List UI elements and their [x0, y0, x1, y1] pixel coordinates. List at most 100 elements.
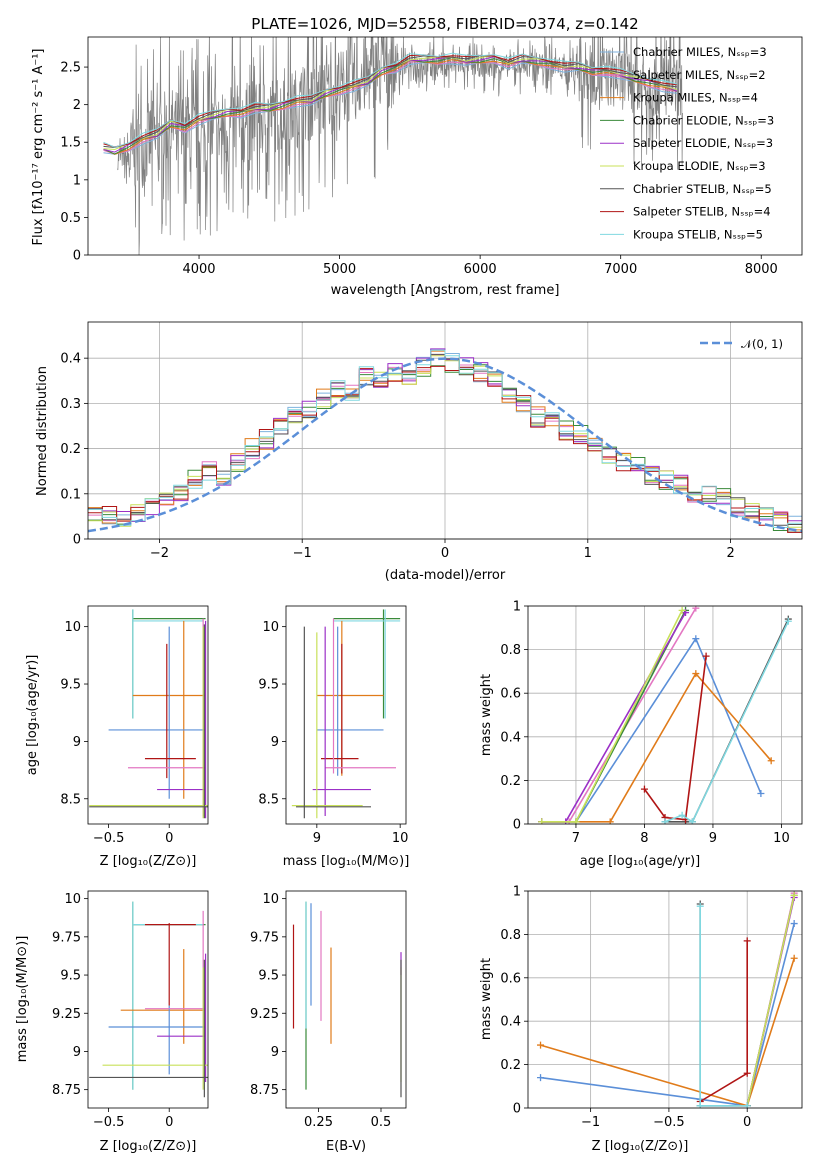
- weight-point-marker: [702, 652, 710, 660]
- legend-entry: Salpeter MILES, Nₛₛₚ=2: [633, 68, 766, 82]
- legend-entry: Salpeter ELODIE, Nₛₛₚ=3: [633, 136, 773, 150]
- z-weight-panel: −1 −0.5 0 0 0.2 0.4 0.6 0.8 1: [500, 885, 803, 1130]
- legend-entry: Chabrier ELODIE, Nₛₛₚ=3: [633, 113, 774, 127]
- ebv_mass-xtick-label: 0.25: [304, 1115, 333, 1130]
- residuals-xtick-label: 0: [441, 546, 449, 561]
- z_mass-ytick-label: 9.75: [52, 930, 81, 945]
- weight-point-marker: [537, 1041, 545, 1049]
- ebv_mass-ytick-label: 10: [262, 892, 279, 907]
- axes-frame: [87, 605, 209, 825]
- z-mass-ylabel: mass [log₁₀(M/M⊙)]: [15, 936, 30, 1063]
- residual-histogram: [88, 353, 802, 526]
- model-spectrum-line: [103, 52, 678, 148]
- legend-entry: Chabrier MILES, Nₛₛₚ=3: [633, 45, 767, 59]
- mass_age-xtick-label: 10: [392, 831, 409, 846]
- mass-age-panel: 9 10 8.5 9 9.5 10: [258, 605, 409, 846]
- z-age-panel: −0.5 0 8.5 9 9.5 10: [60, 605, 209, 846]
- mass-age-xlabel: mass [log₁₀(M/M⊙)]: [283, 854, 410, 869]
- axes-frame: [285, 890, 407, 1109]
- ebv_mass-ytick-label: 9.5: [258, 969, 279, 984]
- spectrum-panel: 4000 5000 6000 7000 8000 0 0.5 1 1.5 2 2.5 Chabrier…: [60, 36, 803, 277]
- spectrum-ytick-label: 1.5: [60, 136, 81, 151]
- legend-entry: Kroupa ELODIE, Nₛₛₚ=3: [633, 159, 766, 173]
- z_mass-xtick-label: −0.5: [93, 1115, 125, 1130]
- weight-point-marker: [640, 785, 648, 793]
- z_weight-ytick-label: 0: [513, 1102, 521, 1117]
- age_weight-xtick-label: 7: [572, 831, 580, 846]
- weight-point-marker: [692, 670, 700, 678]
- z_age-xtick-label: 0: [165, 831, 173, 846]
- z_age-ytick-label: 8.5: [60, 792, 81, 807]
- spectrum-xtick-label: 7000: [604, 262, 637, 277]
- legend-entry: Salpeter STELIB, Nₛₛₚ=4: [633, 205, 771, 219]
- weight-series-line: [746, 895, 795, 1106]
- weight-point-marker: [678, 606, 686, 614]
- residuals-ytick-label: 0.3: [60, 397, 81, 412]
- spectrum-plot-area: [103, 37, 683, 255]
- weight-point-marker: [688, 818, 696, 824]
- z_mass-xtick-label: 0: [165, 1115, 173, 1130]
- weight-series-line: [540, 958, 795, 1107]
- weight-point-marker: [572, 818, 580, 824]
- residual-histogram: [88, 365, 802, 533]
- weight-series-line: [699, 906, 748, 1107]
- weight-point-marker: [537, 1074, 545, 1082]
- weight-point-marker: [538, 818, 546, 824]
- weight-point-marker: [696, 902, 704, 910]
- residuals-ytick-label: 0.1: [60, 487, 81, 502]
- residuals-plot-area: [88, 348, 802, 533]
- residuals-ytick-label: 0.2: [60, 442, 81, 457]
- ebv-mass-panel: 0.25 0.5 8.75 9 9.25 9.5 9.75 10: [250, 890, 407, 1130]
- weight-point-marker: [696, 1102, 704, 1108]
- residuals-panel: −2 −1 0 1 2 0 0.1 0.2 0.3 0.4 𝒩(0, 1): [60, 321, 803, 561]
- legend-entry: Kroupa MILES, Nₛₛₚ=4: [633, 91, 758, 105]
- z_weight-xtick-label: −1: [581, 1115, 600, 1130]
- age_weight-plot-area: [538, 606, 792, 824]
- residuals-ylabel: Normed distribution: [35, 366, 50, 496]
- z_age-ytick-label: 10: [64, 620, 81, 635]
- residuals-xtick-label: 2: [726, 546, 734, 561]
- z_weight-ytick-label: 0.6: [500, 971, 521, 986]
- weight-point-marker: [743, 937, 751, 945]
- mass_age-ytick-label: 10: [262, 620, 279, 635]
- age_weight-ytick-label: 1: [513, 600, 521, 615]
- spectrum-xtick-label: 5000: [323, 262, 356, 277]
- age_weight-ytick-label: 0.6: [500, 687, 521, 702]
- weight-point-marker: [790, 954, 798, 962]
- axes-frame: [87, 321, 803, 540]
- z-weight-xlabel: Z [log₁₀(Z/Z⊙)]: [592, 1139, 689, 1154]
- residuals-ytick-label: 0: [73, 533, 81, 548]
- spectrum-xtick-label: 6000: [464, 262, 497, 277]
- age_weight-xtick-label: 10: [773, 831, 790, 846]
- weight-point-marker: [678, 811, 686, 819]
- spectrum-xtick-label: 4000: [182, 262, 215, 277]
- z_weight-ytick-label: 0.2: [500, 1058, 521, 1073]
- weight-point-marker: [743, 1069, 751, 1077]
- figure-title: PLATE=1026, MJD=52558, FIBERID=0374, z=0…: [251, 15, 638, 33]
- age_weight-ytick-label: 0.2: [500, 774, 521, 789]
- legend-entry: Chabrier STELIB, Nₛₛₚ=5: [633, 182, 772, 196]
- ebv_mass-ytick-label: 8.75: [250, 1083, 279, 1098]
- z_mass-ytick-label: 8.75: [52, 1083, 81, 1098]
- age_weight-ytick-label: 0: [513, 818, 521, 833]
- z-age-ylabel: age [log₁₀(age/yr)]: [25, 655, 40, 776]
- age_weight-xtick-label: 9: [709, 831, 717, 846]
- ebv_mass-xtick-label: 0.5: [371, 1115, 392, 1130]
- spectrum-ytick-label: 1: [73, 173, 81, 188]
- z_mass-ytick-label: 9: [73, 1045, 81, 1060]
- gaussian-curve: [88, 357, 802, 533]
- ebv-mass-xlabel: E(B-V): [326, 1139, 366, 1154]
- weight-series-line: [541, 610, 687, 823]
- spectrum-xtick-label: 8000: [745, 262, 778, 277]
- mass_age-ytick-label: 9: [271, 735, 279, 750]
- weight-series-line: [541, 610, 683, 823]
- age-weight-xlabel: age [log₁₀(age/yr)]: [580, 854, 701, 869]
- ebv_mass-ytick-label: 9: [271, 1045, 279, 1060]
- spectrum-xlabel: wavelength [Angstrom, rest frame]: [331, 283, 560, 298]
- age-weight-panel: 7 8 9 10 0 0.2 0.4 0.6 0.8 1: [500, 600, 803, 846]
- spectrum-ytick-label: 2.5: [60, 61, 81, 76]
- age_weight-ytick-label: 0.4: [500, 730, 521, 745]
- spectrum-ytick-label: 0.5: [60, 211, 81, 226]
- weight-series-line: [541, 612, 687, 823]
